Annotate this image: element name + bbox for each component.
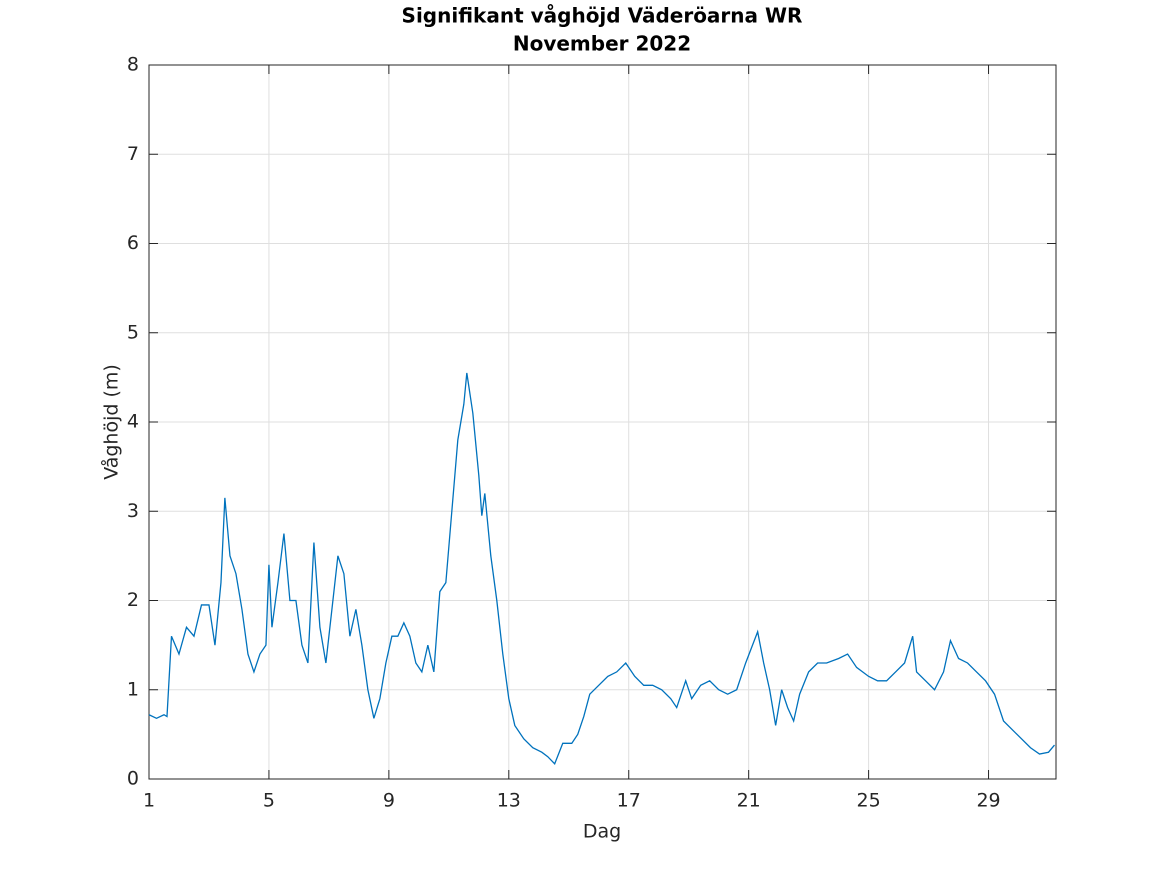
x-tick-label: 13 — [497, 790, 521, 812]
x-tick-label: 5 — [263, 790, 275, 812]
y-tick-label: 8 — [127, 54, 139, 76]
data-line — [148, 372, 1055, 766]
y-tick-label: 3 — [127, 500, 139, 522]
y-tick-label: 5 — [127, 321, 139, 343]
x-tick-label: 9 — [383, 790, 395, 812]
y-axis-label: Våghöjd (m) — [100, 364, 123, 480]
x-tick-label: 25 — [857, 790, 881, 812]
chart-subtitle: November 2022 — [513, 32, 691, 56]
y-tick-label: 7 — [127, 143, 139, 165]
x-tick-label: 17 — [617, 790, 641, 812]
y-tick-label: 6 — [127, 232, 139, 254]
plot-frame — [148, 64, 1057, 780]
x-tick-label: 1 — [143, 790, 155, 812]
chart-title: Signifikant våghöjd Väderöarna WR — [402, 4, 803, 28]
y-tick-label: 2 — [127, 589, 139, 611]
y-tick-label: 4 — [127, 411, 139, 433]
x-tick-label: 21 — [737, 790, 761, 812]
x-axis-label: Dag — [583, 821, 621, 843]
y-tick-label: 1 — [127, 678, 139, 700]
x-tick-label: 29 — [976, 790, 1000, 812]
y-tick-label: 0 — [127, 768, 139, 790]
